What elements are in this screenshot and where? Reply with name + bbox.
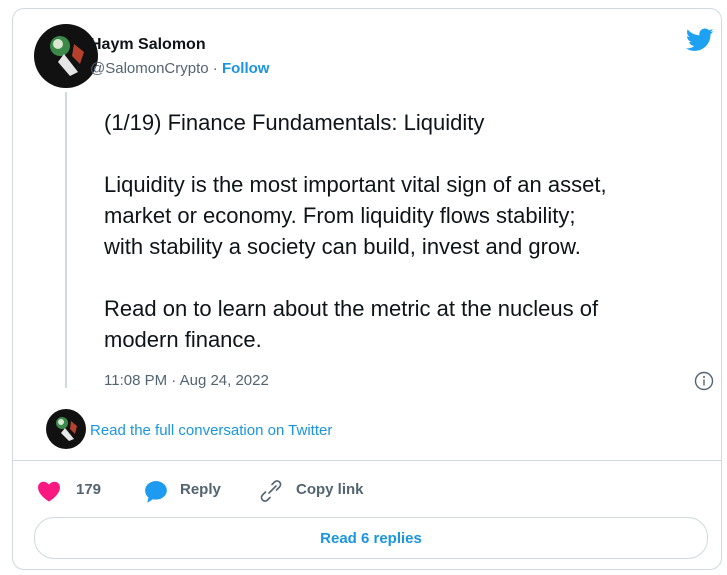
tweet-line: Read on to learn about the metric at the… <box>104 296 598 322</box>
like-icon[interactable] <box>36 480 62 502</box>
reply-button[interactable]: Reply <box>180 481 221 498</box>
tweet-card <box>12 8 722 570</box>
copy-link-button[interactable]: Copy link <box>296 481 364 498</box>
follow-link[interactable]: Follow <box>222 60 270 77</box>
conversation-avatar[interactable] <box>46 409 86 449</box>
page: Haym Salomon @SalomonCrypto · Follow (1/… <box>0 0 727 575</box>
tweet-line: Liquidity is the most important vital si… <box>104 172 607 198</box>
thread-line <box>65 92 67 388</box>
tweet-line: (1/19) Finance Fundamentals: Liquidity <box>104 110 484 136</box>
twitter-logo[interactable] <box>686 28 714 52</box>
info-icon[interactable] <box>694 371 714 391</box>
read-replies-button[interactable]: Read 6 replies <box>34 517 708 559</box>
timestamp[interactable]: 11:08 PM · Aug 24, 2022 <box>104 372 269 389</box>
reply-icon[interactable] <box>143 480 169 504</box>
copy-link-icon[interactable] <box>259 479 283 503</box>
separator: · <box>213 60 218 77</box>
conversation-link[interactable]: Read the full conversation on Twitter <box>90 422 332 439</box>
tweet-line: with stability a society can build, inve… <box>104 234 581 260</box>
tweet-line: modern finance. <box>104 327 262 353</box>
author-handle[interactable]: @SalomonCrypto · Follow <box>90 60 269 77</box>
divider <box>13 460 721 461</box>
tweet-line: market or economy. From liquidity flows … <box>104 203 576 229</box>
author-name[interactable]: Haym Salomon <box>90 36 206 54</box>
handle[interactable]: @SalomonCrypto <box>90 60 209 77</box>
like-count[interactable]: 179 <box>76 481 101 498</box>
author-avatar[interactable] <box>34 24 98 88</box>
